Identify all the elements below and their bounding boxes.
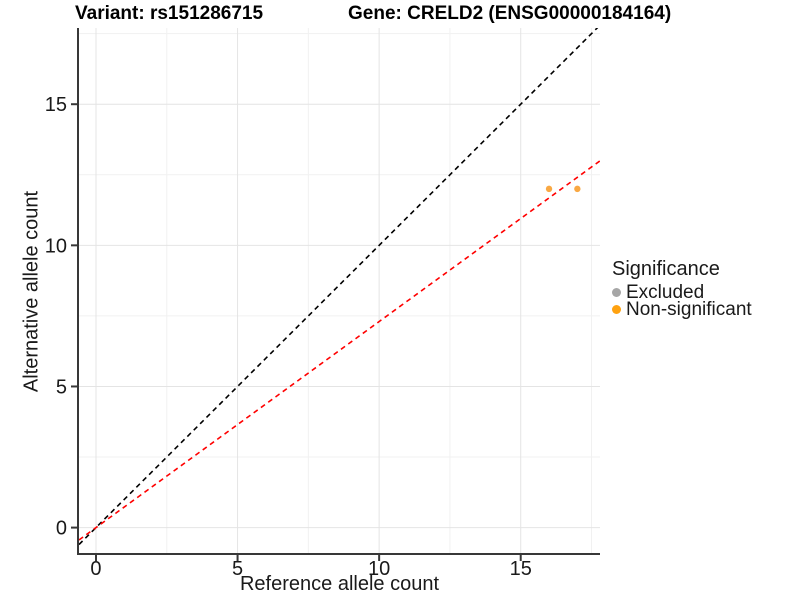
- x-tick-label: 10: [368, 558, 390, 580]
- x-tick-label: 5: [232, 558, 243, 580]
- legend-item-label: Excluded: [626, 282, 705, 303]
- gene-title: Gene: CRELD2 (ENSG00000184164): [348, 3, 672, 24]
- legend-item-label: Non-significant: [626, 299, 752, 320]
- data-point: [545, 185, 553, 193]
- legend: Significance Excluded Non-significant: [612, 258, 752, 320]
- legend-item-non-significant: Non-significant: [612, 299, 752, 320]
- excluded-dot-icon: [612, 288, 621, 297]
- data-point: [574, 185, 581, 193]
- y-tick-label: 5: [56, 376, 67, 398]
- x-tick-label: 0: [90, 558, 101, 580]
- y-tick-label: 15: [45, 94, 67, 116]
- y-tick-label: 0: [56, 518, 67, 540]
- non-significant-dot-icon: [612, 305, 621, 314]
- y-axis-title: Alternative allele count: [20, 190, 43, 393]
- variant-title: Variant: rs151286715: [75, 3, 264, 24]
- legend-title: Significance: [612, 258, 720, 280]
- x-axis-title: Reference allele count: [239, 573, 439, 595]
- expected-ratio-line: [79, 160, 600, 541]
- legend-item-excluded: Excluded: [612, 282, 752, 303]
- identity-line: [79, 28, 599, 546]
- y-tick-label: 10: [45, 235, 67, 257]
- x-tick-label: 15: [510, 558, 532, 580]
